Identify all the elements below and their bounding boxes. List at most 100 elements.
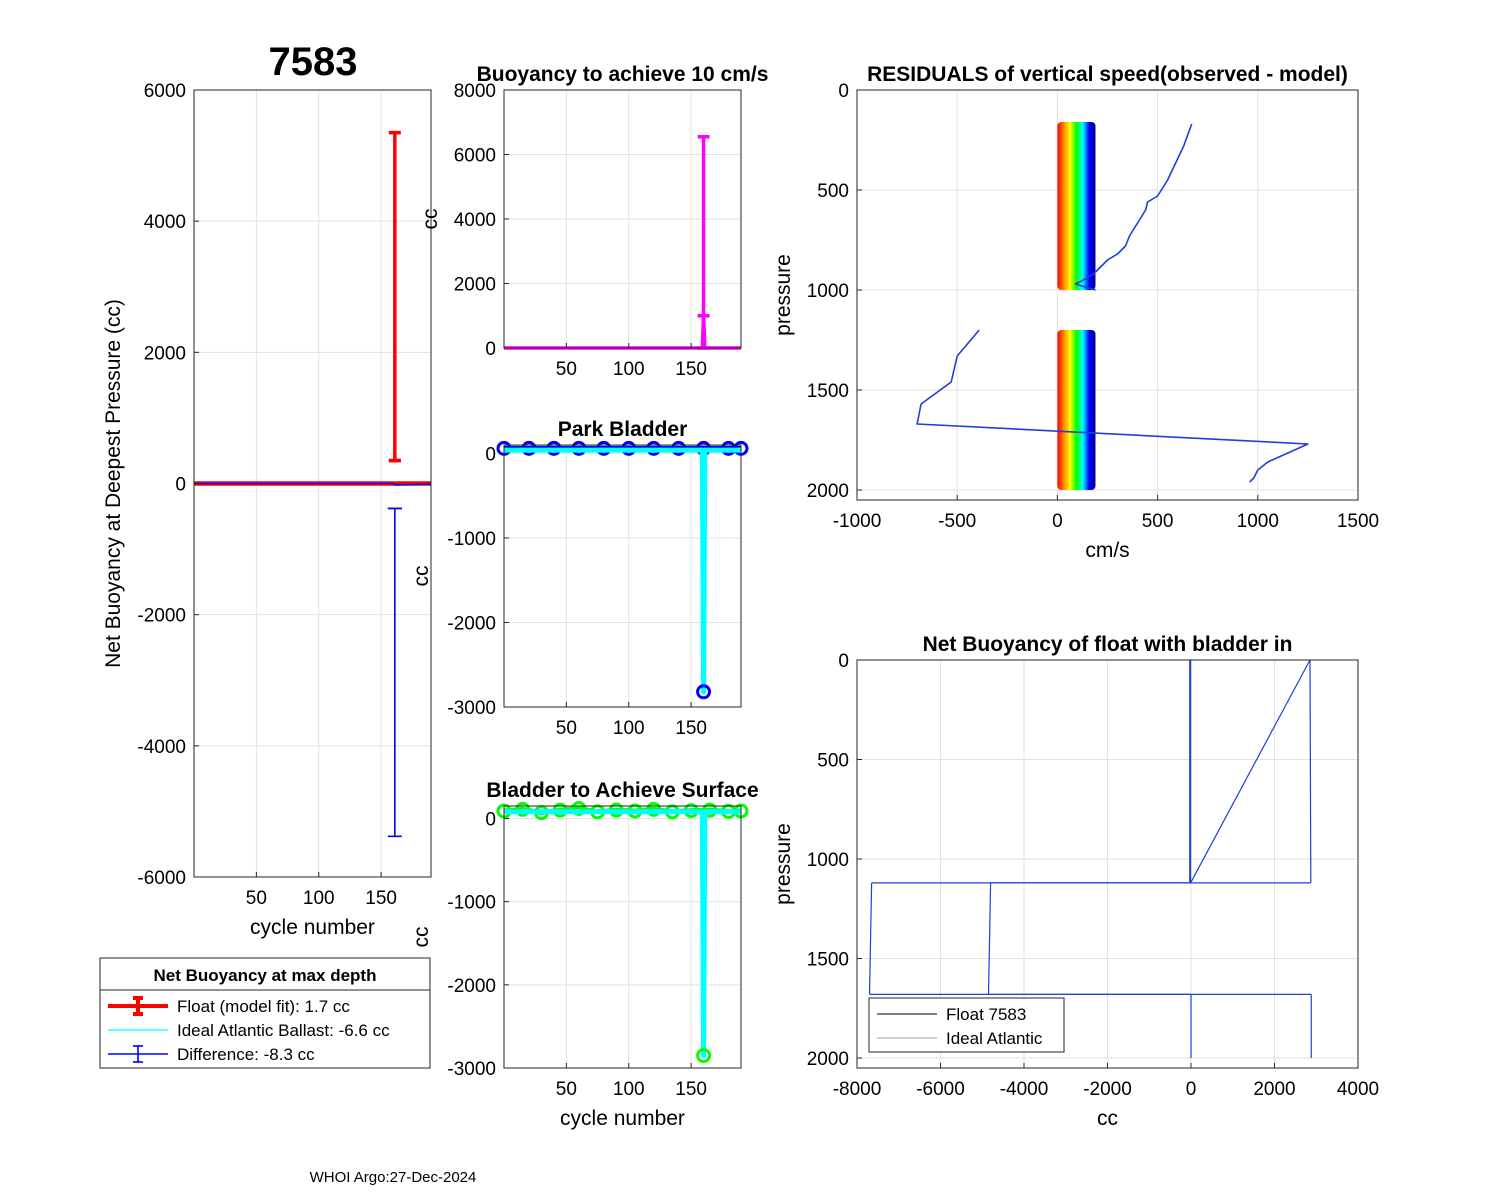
x-tick-label: -6000 <box>916 1079 965 1100</box>
y-tick-label: 0 <box>838 81 849 102</box>
x-axis-label: cycle number <box>560 1107 685 1130</box>
y-tick-label: 6000 <box>144 81 186 102</box>
x-tick-label: -500 <box>938 511 976 532</box>
series-line <box>504 809 741 1058</box>
data-marker <box>571 800 587 816</box>
x-tick-label: 50 <box>556 1079 577 1100</box>
x-tick-label: 50 <box>556 359 577 380</box>
footer-stamp: WHOI Argo:27-Dec-2024 <box>310 1169 477 1186</box>
chart-title: RESIDUALS of vertical speed(observed - m… <box>867 63 1348 86</box>
y-tick-label: 4000 <box>144 212 186 233</box>
x-tick-label: 50 <box>246 888 267 909</box>
chart-net_buoyancy_deepest: 50 100 150 -6000 -4000 -2000 0 2000 4000 6000 cycl… <box>99 81 432 1069</box>
axes-box <box>503 805 742 1069</box>
x-tick-label: 100 <box>613 1079 645 1100</box>
chart-residuals: -1000 -500 0 500 1000 1500 0 500 1000 1500 2000 RES… <box>772 63 1379 562</box>
axes-box <box>503 444 742 708</box>
rainbow-band <box>1057 122 1096 290</box>
y-tick-label: 1500 <box>807 950 849 971</box>
y-tick-label: 0 <box>838 651 849 672</box>
x-tick-label: 4000 <box>1337 1079 1379 1100</box>
x-tick-label: 2000 <box>1253 1079 1295 1100</box>
x-tick-label: 150 <box>675 359 707 380</box>
rainbow-band <box>1057 330 1096 490</box>
y-tick-label: -2000 <box>447 976 496 997</box>
y-tick-label: 500 <box>817 751 849 772</box>
legend-label: Ideal Atlantic Ballast: -6.6 cc <box>177 1021 390 1040</box>
y-axis-label: pressure <box>772 254 795 336</box>
legend-box: Float 7583 Ideal Atlantic <box>868 997 1065 1053</box>
y-tick-label: 1500 <box>807 381 849 402</box>
series-line <box>1190 659 1311 884</box>
x-tick-label: 100 <box>613 718 645 739</box>
y-axis-label: cc <box>410 927 433 948</box>
x-tick-label: 500 <box>1142 511 1174 532</box>
y-tick-label: -3000 <box>447 1059 496 1080</box>
x-tick-label: 0 <box>1052 511 1063 532</box>
x-tick-label: 150 <box>365 888 397 909</box>
legend-title: Net Buoyancy at max depth <box>154 966 377 985</box>
y-tick-label: 8000 <box>454 81 496 102</box>
y-tick-label: 0 <box>175 475 186 496</box>
x-tick-label: 150 <box>675 1079 707 1100</box>
y-tick-label: 1000 <box>807 850 849 871</box>
y-tick-label: 6000 <box>454 146 496 167</box>
y-tick-label: -3000 <box>447 698 496 719</box>
y-tick-label: 2000 <box>807 1049 849 1070</box>
chart-net_buoyancy_bladder_in: -8000 -6000 -4000 -2000 0 2000 4000 0 500 1000 150… <box>772 633 1379 1130</box>
y-tick-label: 2000 <box>144 343 186 364</box>
series-line <box>868 882 873 995</box>
x-tick-label: 150 <box>675 718 707 739</box>
figure-title: 7583 <box>269 40 358 84</box>
x-tick-label: 1500 <box>1337 511 1379 532</box>
y-tick-label: 4000 <box>454 210 496 231</box>
series-line <box>916 329 1309 483</box>
x-tick-label: -2000 <box>1083 1079 1132 1100</box>
y-axis-label: cc <box>419 209 442 230</box>
x-tick-label: 100 <box>303 888 335 909</box>
series-line <box>987 882 992 995</box>
legend-label: Float 7583 <box>946 1005 1026 1024</box>
chart-title: Park Bladder <box>558 418 688 441</box>
legend-box: Net Buoyancy at max depth Float (model fi… <box>99 957 431 1069</box>
x-axis-label: cc <box>1097 1107 1118 1130</box>
x-tick-label: 1000 <box>1237 511 1279 532</box>
y-tick-label: 0 <box>485 339 496 360</box>
x-tick-label: -1000 <box>833 511 882 532</box>
plot-area <box>857 90 1358 500</box>
series-line <box>1309 659 1312 883</box>
y-tick-label: -4000 <box>137 737 186 758</box>
series-line <box>504 447 741 695</box>
legend-frame <box>868 997 1065 1053</box>
y-axis-label: Net Buoyancy at Deepest Pressure (cc) <box>102 299 125 668</box>
legend-label: Float (model fit): 1.7 cc <box>177 997 350 1016</box>
chart-park_bladder: 50 100 150 -3000 -2000 -1000 0 Park Bladder cc <box>410 418 749 739</box>
chart-bladder_surface: 50 100 150 -3000 -2000 -1000 0 Bladder to Achie… <box>410 779 759 1130</box>
y-tick-label: -2000 <box>137 606 186 627</box>
x-axis-label: cm/s <box>1085 539 1129 562</box>
legend-frame <box>99 957 431 1069</box>
y-tick-label: -6000 <box>137 868 186 889</box>
y-tick-label: -1000 <box>447 893 496 914</box>
x-tick-label: -4000 <box>1000 1079 1049 1100</box>
y-tick-label: 2000 <box>454 275 496 296</box>
chart-title: Bladder to Achieve Surface <box>486 779 758 802</box>
y-tick-label: 0 <box>485 809 496 830</box>
chart-title: Net Buoyancy of float with bladder in <box>923 633 1293 656</box>
y-axis-label: pressure <box>772 823 795 905</box>
y-axis-label: cc <box>410 566 433 587</box>
x-tick-label: 0 <box>1186 1079 1197 1100</box>
y-tick-label: 2000 <box>807 481 849 502</box>
y-tick-label: 500 <box>817 181 849 202</box>
y-tick-label: 0 <box>485 444 496 465</box>
y-tick-label: 1000 <box>807 281 849 302</box>
series-line <box>1074 123 1193 291</box>
axes-box <box>856 89 1359 501</box>
legend-label: Difference: -8.3 cc <box>177 1045 315 1064</box>
y-tick-label: -1000 <box>447 529 496 550</box>
x-tick-label: 50 <box>556 718 577 739</box>
x-axis-label: cycle number <box>250 916 375 939</box>
series-line <box>194 482 432 486</box>
